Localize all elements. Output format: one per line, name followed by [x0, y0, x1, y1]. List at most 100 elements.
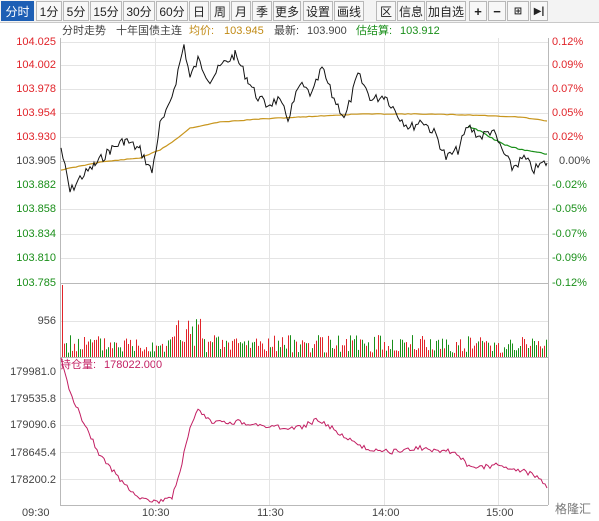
tab-season[interactable]: 季: [252, 1, 272, 21]
volume-bar: [394, 350, 395, 357]
volume-bar: [402, 339, 403, 357]
price-tick-label: 104.025: [16, 36, 56, 48]
price-tick-label: 103.858: [16, 203, 56, 215]
plus-icon[interactable]: +: [469, 1, 487, 21]
volume-bar: [330, 339, 331, 357]
volume-bar: [310, 352, 311, 357]
volume-bar: [416, 350, 417, 357]
volume-bar: [238, 343, 239, 357]
volume-bar: [104, 338, 105, 357]
info-button[interactable]: 信息: [397, 1, 425, 21]
tab-15min[interactable]: 15分: [90, 1, 122, 21]
volume-bar: [514, 350, 515, 357]
volume-bar: [170, 339, 171, 357]
price-tick-label: 103.930: [16, 131, 56, 143]
toolbar: 分时 1分 5分 15分 30分 60分 日 周 月 季 更多 设置 画线 区 …: [0, 0, 599, 23]
volume-bar: [528, 348, 529, 357]
volume-bar: [150, 351, 151, 357]
draw-line-button[interactable]: 画线: [334, 1, 364, 21]
volume-bar: [116, 342, 117, 357]
volume-bar: [200, 318, 201, 357]
price-tick-label: 103.954: [16, 107, 56, 119]
volume-bar: [506, 349, 507, 357]
volume-bar: [510, 339, 511, 357]
volume-bar: [410, 344, 411, 357]
volume-bar: [276, 351, 277, 357]
volume-bar: [326, 352, 327, 357]
volume-bar: [532, 338, 533, 357]
volume-bar: [102, 350, 103, 357]
volume-bar: [456, 342, 457, 357]
volume-bar: [388, 346, 389, 357]
volume-bar: [188, 320, 189, 357]
minus-icon[interactable]: −: [488, 1, 506, 21]
volume-bar: [202, 338, 203, 357]
volume-bar: [86, 344, 87, 357]
volume-bar: [420, 339, 421, 357]
split-panel-icon[interactable]: ⊞: [507, 1, 529, 21]
volume-bar: [162, 343, 163, 357]
tab-60min[interactable]: 60分: [156, 1, 188, 21]
volume-bar: [208, 341, 209, 357]
tab-30min[interactable]: 30分: [123, 1, 155, 21]
volume-bar: [356, 335, 357, 357]
volume-bar: [428, 350, 429, 357]
volume-bar: [294, 339, 295, 357]
volume-bar: [250, 347, 251, 357]
tab-intraday[interactable]: 分时: [1, 1, 34, 21]
volume-bar: [144, 349, 145, 357]
pct-tick-label: -0.07%: [552, 228, 587, 240]
volume-bar: [364, 343, 365, 357]
chart-grid: [60, 38, 548, 505]
watermark-text: 格隆汇: [554, 502, 591, 516]
volume-bar: [478, 341, 479, 357]
volume-bar: [430, 339, 431, 357]
tab-1min[interactable]: 1分: [36, 1, 62, 21]
volume-bar: [278, 340, 279, 357]
tab-month[interactable]: 月: [231, 1, 251, 21]
volume-bar: [482, 340, 483, 357]
range-button[interactable]: 区: [376, 1, 396, 21]
instrument-name: 十年国债主连: [116, 25, 182, 37]
volume-bar: [322, 337, 323, 357]
volume-bar: [426, 347, 427, 357]
volume-bar: [392, 339, 393, 357]
volume-bar: [220, 349, 221, 357]
volume-bar: [292, 352, 293, 357]
price-tick-label: 103.834: [16, 228, 56, 240]
pct-tick-label: 0.00%: [559, 155, 591, 167]
volume-bar: [342, 345, 343, 357]
volume-bar: [450, 351, 451, 357]
latest-price-label: 最新:: [274, 25, 300, 37]
volume-bar: [476, 343, 477, 357]
volume-bar: [132, 346, 133, 357]
go-end-icon[interactable]: ▶|: [530, 1, 548, 21]
volume-bar: [520, 346, 521, 357]
volume-bar: [252, 342, 253, 357]
volume-bar: [314, 344, 315, 357]
pct-tick-label: 0.09%: [552, 59, 584, 71]
pct-tick-label: 0.02%: [552, 131, 584, 143]
volume-bar: [62, 285, 63, 357]
volume-bar: [280, 347, 281, 357]
volume-bar: [530, 345, 531, 357]
volume-bar: [484, 342, 485, 357]
volume-bar: [80, 349, 81, 357]
volume-bar: [232, 340, 233, 357]
tab-more[interactable]: 更多: [273, 1, 301, 21]
volume-bar: [498, 343, 499, 357]
volume-bar: [466, 351, 467, 357]
open-interest-label: 持仓量:: [60, 359, 97, 371]
volume-bar: [544, 345, 545, 357]
tab-day[interactable]: 日: [189, 1, 209, 21]
volume-bar: [486, 341, 487, 357]
add-watchlist-button[interactable]: 加自选: [426, 1, 466, 21]
volume-bar: [290, 335, 291, 357]
tab-week[interactable]: 周: [210, 1, 230, 21]
tab-5min[interactable]: 5分: [63, 1, 89, 21]
volume-bar: [68, 352, 69, 357]
volume-bar: [308, 343, 309, 357]
volume-bar: [298, 352, 299, 357]
settings-button[interactable]: 设置: [303, 1, 333, 21]
